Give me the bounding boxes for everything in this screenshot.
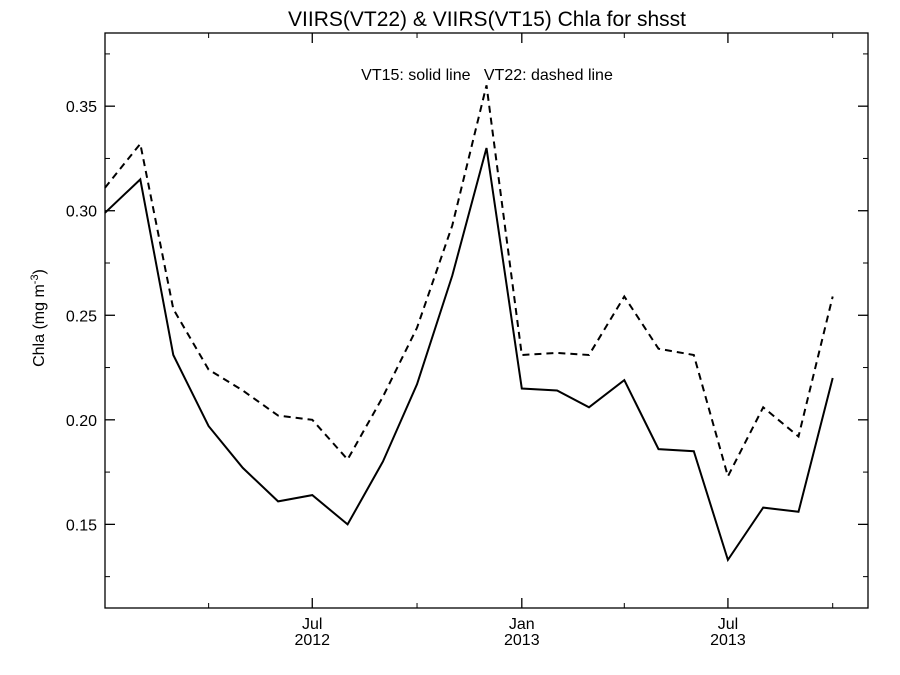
x-tick-label-month: Jan <box>509 616 535 633</box>
y-axis-label-close: ) <box>31 269 48 274</box>
y-axis-label-exponent: -3 <box>29 274 41 284</box>
series-annotation: VT15: solid line VT22: dashed line <box>361 67 613 84</box>
x-tick-label-month: Jul <box>718 616 738 633</box>
y-tick-label: 0.35 <box>66 99 97 116</box>
series-line-vt22 <box>104 85 834 480</box>
y-tick-label: 0.25 <box>66 308 97 325</box>
plot-frame <box>104 32 869 609</box>
chart-title: VIIRS(VT22) & VIIRS(VT15) Chla for shsst <box>288 8 686 31</box>
y-axis: 0.15 0.20 0.25 0.30 0.35 <box>66 53 868 578</box>
x-tick-label-year: 2012 <box>294 632 330 649</box>
y-tick-label: 0.15 <box>66 517 97 534</box>
x-tick-label-month: Jul <box>302 616 322 633</box>
y-tick-label: 0.30 <box>66 204 97 221</box>
y-axis-label-main: Chla (mg m <box>31 284 48 367</box>
series-line-vt15 <box>104 147 834 563</box>
y-axis-label: Chla (mg m-3) <box>29 269 48 367</box>
x-tick-label-year: 2013 <box>504 632 540 649</box>
y-tick-label: 0.20 <box>66 413 97 430</box>
x-tick-label-year: 2013 <box>710 632 746 649</box>
series-layer <box>104 85 834 563</box>
